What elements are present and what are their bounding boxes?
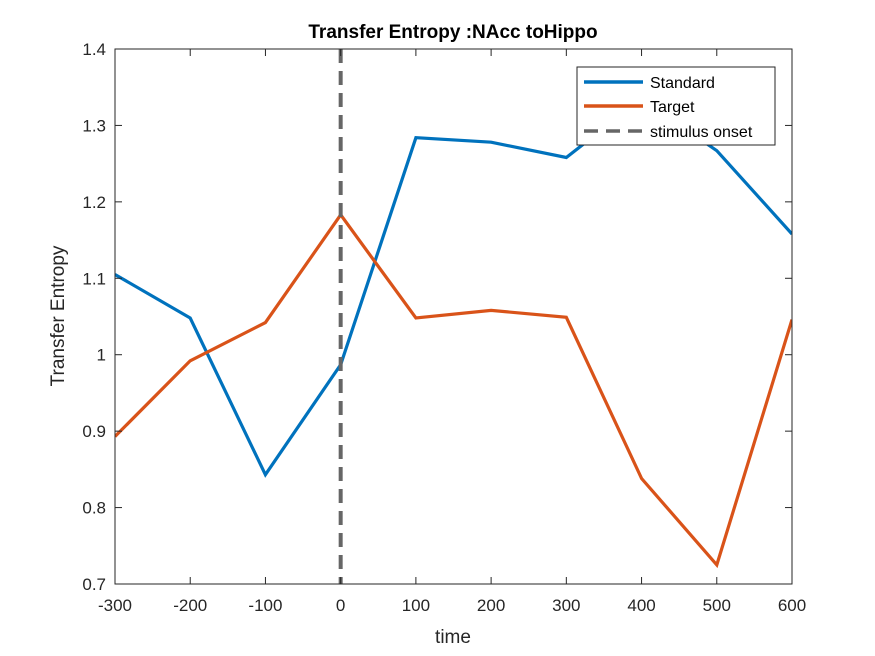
y-tick-label: 1.4 — [82, 40, 106, 59]
y-tick-label: 1.1 — [82, 269, 106, 288]
series-line-target — [115, 212, 792, 569]
y-tick-label: 0.7 — [82, 575, 106, 594]
y-tick-label: 1 — [97, 346, 106, 365]
chart-title: Transfer Entropy :NAcc toHippo — [308, 22, 597, 43]
legend: Standard Target stimulus onset — [576, 66, 776, 146]
axes-box — [114, 48, 793, 585]
x-tick-label: 600 — [778, 596, 806, 615]
x-axis: -300 -200 -100 0 100 200 300 400 500 600 — [98, 49, 806, 615]
x-axis-label: time — [435, 627, 471, 648]
legend-label-target: Target — [650, 99, 695, 116]
y-axis: 0.7 0.8 0.9 1 1.1 1.2 1.3 1.4 — [82, 40, 792, 594]
x-tick-label: 0 — [336, 596, 345, 615]
x-tick-label: 100 — [402, 596, 430, 615]
y-axis-label: Transfer Entropy — [48, 245, 69, 386]
y-tick-label: 0.9 — [82, 422, 106, 441]
legend-label-stimulus-onset: stimulus onset — [650, 124, 753, 141]
x-tick-label: -300 — [98, 596, 132, 615]
x-tick-label: 300 — [552, 596, 580, 615]
x-tick-label: -100 — [248, 596, 282, 615]
x-tick-label: 500 — [703, 596, 731, 615]
y-tick-label: 1.2 — [82, 193, 106, 212]
x-tick-label: 400 — [627, 596, 655, 615]
x-tick-label: -200 — [173, 596, 207, 615]
y-tick-label: 1.3 — [82, 116, 106, 135]
y-tick-label: 0.8 — [82, 499, 106, 518]
x-tick-label: 200 — [477, 596, 505, 615]
legend-label-standard: Standard — [650, 75, 715, 92]
